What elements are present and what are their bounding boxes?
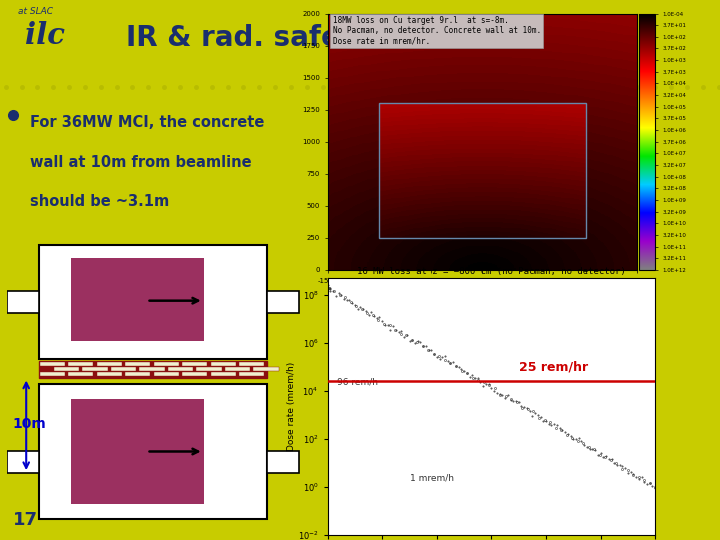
Bar — [96, 373, 122, 376]
Bar — [40, 373, 65, 376]
Text: 17: 17 — [13, 511, 38, 529]
Bar — [111, 367, 136, 372]
Text: ilc: ilc — [25, 22, 66, 50]
Bar — [267, 451, 299, 473]
Bar — [7, 292, 39, 313]
Bar — [7, 451, 39, 473]
Text: should be ~3.1m: should be ~3.1m — [30, 194, 169, 209]
Bar — [125, 362, 150, 366]
Text: IR & rad. safety: IR & rad. safety — [126, 24, 372, 52]
Bar — [210, 362, 236, 366]
Bar — [39, 361, 267, 377]
Text: 10m: 10m — [12, 417, 45, 431]
Bar — [54, 367, 79, 372]
Bar — [210, 373, 236, 376]
Bar — [239, 373, 264, 376]
Text: 96 rem/h: 96 rem/h — [338, 377, 379, 387]
Bar — [182, 362, 207, 366]
Text: wall at 10m from beamline: wall at 10m from beamline — [30, 155, 251, 170]
Bar — [197, 367, 222, 372]
Bar — [125, 373, 150, 376]
Bar — [139, 367, 165, 372]
Bar — [379, 103, 585, 238]
Bar — [68, 373, 94, 376]
Title: 16 MW loss at z = −800 cm (no Pacman, no detector): 16 MW loss at z = −800 cm (no Pacman, no… — [357, 267, 626, 276]
Bar — [168, 367, 193, 372]
Bar — [153, 373, 179, 376]
Bar — [267, 292, 299, 313]
Text: 25 rem/hr: 25 rem/hr — [518, 360, 588, 373]
Bar — [71, 399, 204, 504]
Bar — [153, 362, 179, 366]
Bar — [182, 373, 207, 376]
Bar — [96, 362, 122, 366]
Bar — [40, 362, 65, 366]
Bar — [82, 367, 107, 372]
Bar — [39, 245, 267, 359]
Text: 18MW loss on Cu target 9r.l  at s=-8m.
No Pacman, no detector. Concrete wall at : 18MW loss on Cu target 9r.l at s=-8m. No… — [333, 16, 541, 46]
Bar — [39, 384, 267, 519]
Bar — [68, 362, 94, 366]
Bar — [253, 367, 279, 372]
Bar — [225, 367, 250, 372]
Y-axis label: Dose rate (mrem/h): Dose rate (mrem/h) — [287, 362, 297, 451]
Bar — [239, 362, 264, 366]
Text: at SLAC: at SLAC — [18, 6, 53, 16]
Text: For 36MW MCI, the concrete: For 36MW MCI, the concrete — [30, 116, 264, 131]
Text: 1 mrem/h: 1 mrem/h — [410, 474, 454, 483]
Bar — [71, 258, 204, 341]
